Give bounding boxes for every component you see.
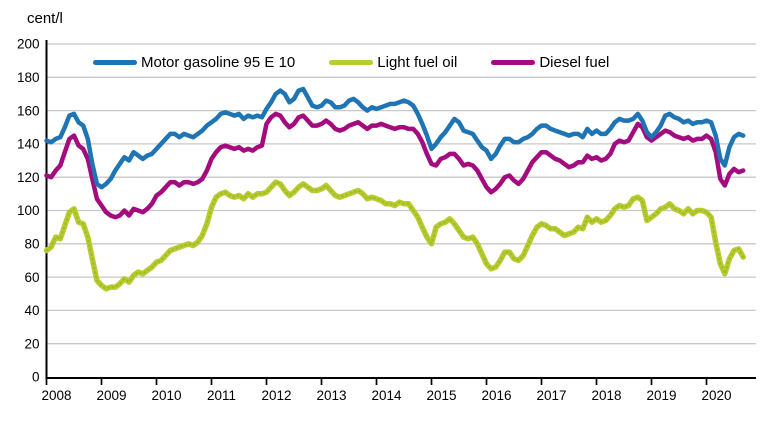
legend-line-swatch-blue xyxy=(93,60,137,65)
y-tick-label-40: 40 xyxy=(24,303,39,318)
legend-line-swatch-magenta xyxy=(491,60,536,65)
y-tick-label-120: 120 xyxy=(17,170,40,185)
x-tick-label-2020: 2020 xyxy=(701,388,731,403)
legend-item-motor-gasoline: Motor gasoline 95 E 10 xyxy=(93,54,295,71)
legend-line-swatch-green xyxy=(329,60,374,65)
series-line-motor-gasoline-95-e-10 xyxy=(44,86,746,190)
y-tick-label-180: 180 xyxy=(17,70,40,85)
y-tick-label-20: 20 xyxy=(24,336,39,351)
series-line-diesel-fuel xyxy=(44,111,746,220)
legend-label-diesel: Diesel fuel xyxy=(539,54,610,71)
y-tick-label-140: 140 xyxy=(17,137,40,152)
x-tick-label-2012: 2012 xyxy=(261,388,291,403)
legend-item-light-fuel-oil: Light fuel oil xyxy=(329,54,457,71)
legend-label-light-fuel-oil: Light fuel oil xyxy=(377,54,458,71)
y-tick-label-200: 200 xyxy=(17,37,40,52)
x-tick-label-2015: 2015 xyxy=(426,388,456,403)
x-tick-label-2009: 2009 xyxy=(96,388,126,403)
x-tick-label-2017: 2017 xyxy=(536,388,566,403)
y-axis-unit-label: cent/l xyxy=(27,10,63,27)
y-tick-label-0: 0 xyxy=(32,370,40,385)
x-tick-label-2016: 2016 xyxy=(481,388,511,403)
x-tick-label-2011: 2011 xyxy=(207,388,236,403)
series-line-texture-overlay xyxy=(45,181,745,290)
x-tick-label-2013: 2013 xyxy=(316,388,346,403)
y-tick-label-160: 160 xyxy=(17,103,40,118)
legend: Motor gasoline 95 E 10 Light fuel oil Di… xyxy=(93,54,609,71)
x-tick-label-2014: 2014 xyxy=(371,388,402,403)
y-tick-label-60: 60 xyxy=(24,270,39,285)
legend-label-motor-gasoline: Motor gasoline 95 E 10 xyxy=(141,54,296,71)
y-tick-label-100: 100 xyxy=(17,203,40,218)
x-tick-label-2010: 2010 xyxy=(151,388,181,403)
x-tick-label-2008: 2008 xyxy=(41,388,71,403)
x-tick-label-2018: 2018 xyxy=(591,388,621,403)
x-tick-label-2019: 2019 xyxy=(646,388,676,403)
y-tick-label-80: 80 xyxy=(24,237,39,252)
legend-item-diesel: Diesel fuel xyxy=(491,54,609,71)
